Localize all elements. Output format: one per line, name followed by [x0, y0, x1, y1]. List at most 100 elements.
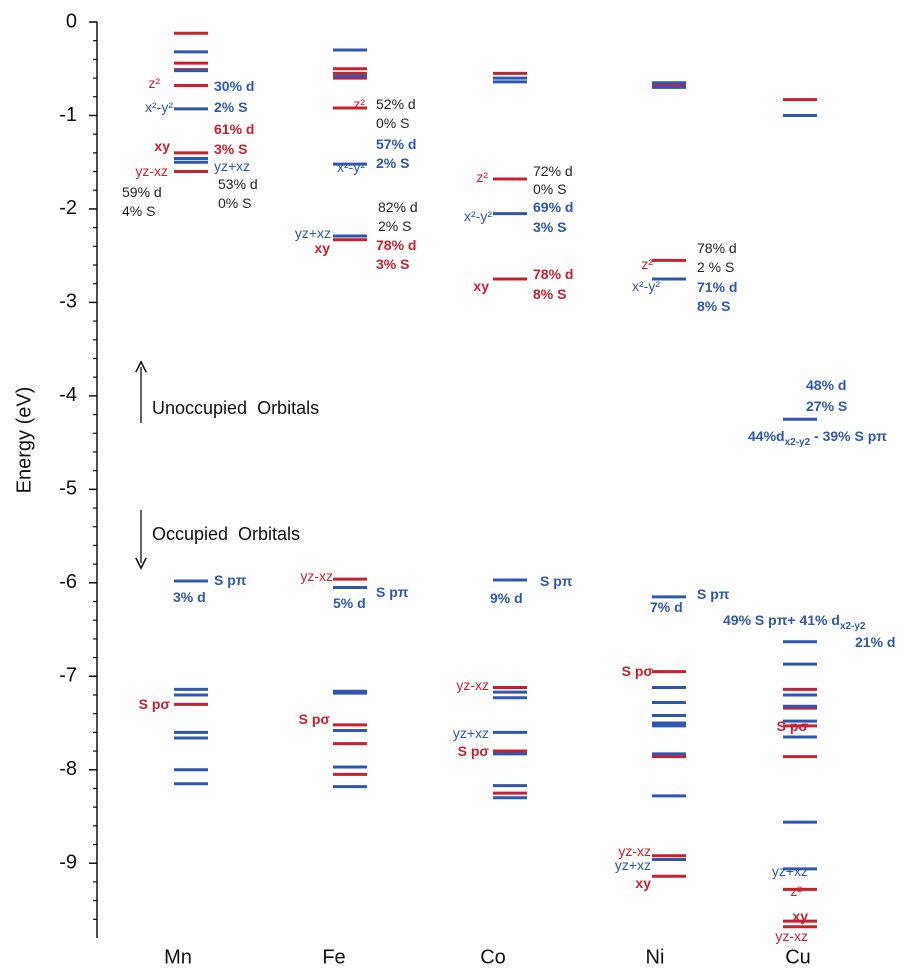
annotation: 49% S pπ+ 41% dx2-y2 — [723, 612, 866, 632]
y-tick-label: -1 — [59, 104, 77, 126]
annotation-text: 30% d — [214, 78, 254, 94]
annotation-text: 3% d — [173, 589, 206, 605]
annotation: 21% d — [855, 634, 895, 650]
annotation-text: xy — [792, 908, 808, 924]
annotation-text: S pσ — [299, 711, 331, 727]
annotation-text: 57% d — [376, 136, 416, 152]
annotation: x²-y² — [145, 99, 173, 115]
annotation-text: xy — [314, 240, 330, 256]
x-tick-label: Cu — [785, 946, 811, 968]
annotation-text: yz-xz — [775, 928, 808, 944]
annotation-text: 3% S — [376, 256, 409, 272]
annotation: S pσ — [299, 711, 331, 727]
annotation: S pπ — [376, 584, 409, 600]
annotation-text: 5% d — [333, 595, 366, 611]
annotation: 9% d — [490, 590, 523, 606]
annotation-text: 7% d — [650, 599, 683, 615]
annotation: 0% S — [218, 195, 251, 211]
annotation: 2 % S — [697, 259, 734, 275]
annotation: 59% d — [122, 184, 162, 200]
annotation: yz-xz — [135, 163, 168, 179]
annotation-text: yz+xz — [453, 725, 489, 741]
annotation: xy — [635, 875, 651, 891]
annotation: yz+xz — [295, 225, 331, 241]
annotation: 8% S — [533, 286, 566, 302]
annotation: S pσ — [458, 743, 490, 759]
annotation-text: 82% d — [378, 199, 418, 215]
annotation: 82% d — [378, 199, 418, 215]
annotation: 0% S — [376, 115, 409, 131]
annotation: 2% S — [214, 99, 247, 115]
annotation-text: S pσ — [458, 743, 490, 759]
annotation: 2% S — [378, 218, 411, 234]
annotation-text: yz+xz — [295, 225, 331, 241]
y-tick-label: -3 — [59, 291, 77, 313]
annotation-text: yz-xz — [300, 568, 333, 584]
annotation: z² — [148, 75, 160, 91]
annotation: xy — [473, 278, 489, 294]
annotation-text: yz-xz — [456, 677, 489, 693]
annotation: 52% d — [376, 96, 416, 112]
annotation: 48% d — [806, 377, 846, 393]
annotation-text: 71% d — [697, 279, 737, 295]
annotation-text: 3% S — [214, 141, 247, 157]
y-tick-label: 0 — [66, 10, 77, 32]
annotation-text: z² — [353, 96, 365, 112]
annotation: 78% d — [376, 237, 416, 253]
annotation: S pσ — [777, 718, 809, 734]
annotation: 3% S — [533, 219, 566, 235]
annotation-text: yz-xz — [618, 843, 651, 859]
annotation: x²-y² — [464, 208, 492, 224]
annotation-text: z² — [790, 883, 802, 899]
annotation: 71% d — [697, 279, 737, 295]
annotation: yz+xz — [615, 857, 651, 873]
annotation-text: 0% S — [218, 195, 251, 211]
annotation: 7% d — [650, 599, 683, 615]
y-tick-label: -4 — [59, 384, 77, 406]
annotation-text: z² — [641, 256, 653, 272]
annotation-text: - 39% S pπ — [810, 428, 887, 444]
annotation-text: 48% d — [806, 377, 846, 393]
annotation-text: 2 % S — [697, 259, 734, 275]
annotation: x²-y² — [632, 278, 660, 294]
annotation: xy — [314, 240, 330, 256]
annotation-text: z² — [476, 169, 488, 185]
annotation: z² — [641, 256, 653, 272]
annotation-text: 53% d — [218, 176, 258, 192]
x-tick-label: Mn — [164, 946, 192, 968]
annotation-text: 49% S pπ+ 41% d — [723, 612, 840, 628]
annotation: 3% S — [376, 256, 409, 272]
annotation: z² — [476, 169, 488, 185]
annotation: 3% S — [214, 141, 247, 157]
annotation-text: 52% d — [376, 96, 416, 112]
annotation: 53% d — [218, 176, 258, 192]
annotation: yz-xz — [300, 568, 333, 584]
annotation-text: 69% d — [533, 199, 573, 215]
annotation: S pσ — [139, 696, 171, 712]
annotation-text: xy — [473, 278, 489, 294]
annotation-text: yz+xz — [772, 863, 808, 879]
annotation: yz+xz — [453, 725, 489, 741]
annotation: 27% S — [806, 398, 847, 414]
annotation: yz-xz — [456, 677, 489, 693]
annotation-text: 44%d — [748, 428, 785, 444]
annotation: 2% S — [376, 155, 409, 171]
annotation: 57% d — [376, 136, 416, 152]
annotation-text: x²-y² — [145, 99, 173, 115]
annotation: 30% d — [214, 78, 254, 94]
annotation-text: 0% S — [376, 115, 409, 131]
region-label: Unoccupied Orbitals — [152, 398, 319, 418]
annotation: 0% S — [533, 181, 566, 197]
annotation-text: 21% d — [855, 634, 895, 650]
annotation: 78% d — [697, 240, 737, 256]
annotation: 8% S — [697, 298, 730, 314]
annotation-text: 78% d — [376, 237, 416, 253]
annotation-text: S pπ — [214, 572, 247, 588]
annotation-text: xy — [635, 875, 651, 891]
x-tick-label: Fe — [322, 946, 345, 968]
annotation-text: x²-y² — [632, 278, 660, 294]
annotation: 4% S — [122, 203, 155, 219]
y-tick-label: -5 — [59, 478, 77, 500]
annotation-text: S pσ — [777, 718, 809, 734]
annotation-text: z² — [148, 75, 160, 91]
